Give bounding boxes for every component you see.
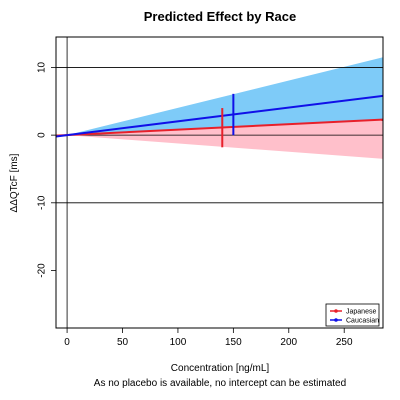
legend-marker-caucasian: [334, 318, 338, 322]
chart-footnote: As no placebo is available, no intercept…: [94, 378, 346, 389]
series-line-caucasian: [56, 94, 383, 138]
reference-lines: [56, 37, 383, 328]
y-tick-label: 0: [37, 132, 48, 138]
x-axis-label: Concentration [ng/mL]: [171, 363, 270, 374]
x-tick-label: 100: [170, 337, 187, 348]
series-line-japanese: [56, 118, 383, 137]
band-japanese: [67, 119, 383, 159]
x-axis: 0 50 100 150 200 250: [64, 327, 353, 348]
legend-label-caucasian: Caucasian: [346, 318, 379, 325]
legend: Japanese Caucasian: [325, 303, 380, 327]
y-axis: -20 -10 0 10: [37, 61, 57, 278]
legend-marker-japanese: [334, 309, 338, 313]
y-tick-label: 10: [37, 61, 48, 73]
chart-title: Predicted Effect by Race: [144, 9, 296, 24]
series-lines: [56, 94, 383, 138]
x-tick-label: 0: [64, 337, 70, 348]
x-tick-label: 200: [280, 337, 297, 348]
plot-area: [55, 36, 384, 329]
x-tick-label: 150: [225, 337, 242, 348]
x-tick-label: 250: [336, 337, 353, 348]
x-tick-label: 50: [117, 337, 129, 348]
y-tick-label: -10: [37, 195, 48, 210]
band-caucasian: [67, 57, 383, 136]
concentration-markers: [221, 93, 235, 148]
y-axis-label: ΔΔQTcF [ms]: [9, 153, 20, 212]
y-tick-label: -20: [37, 263, 48, 278]
legend-label-japanese: Japanese: [346, 309, 376, 316]
confidence-bands: [67, 57, 383, 159]
